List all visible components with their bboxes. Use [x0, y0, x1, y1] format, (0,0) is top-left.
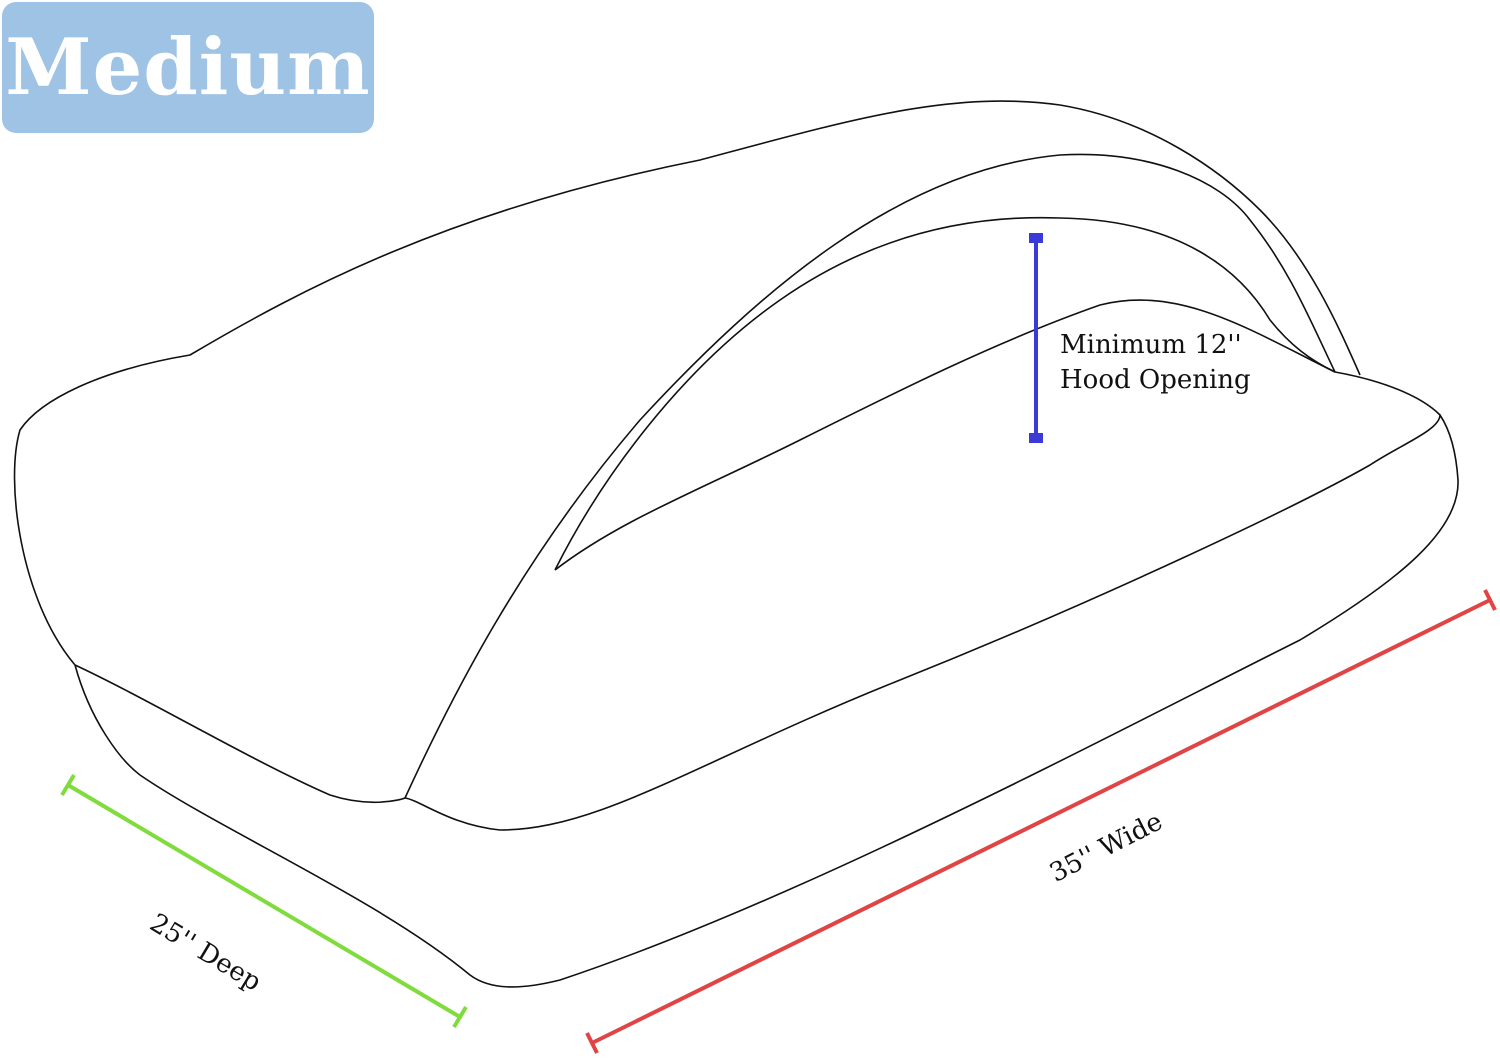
bed-left-roll: [74, 664, 406, 804]
bed-hood-arch-outer: [404, 153, 1336, 799]
bed-base: [74, 414, 1459, 988]
bed-hood-arch-inner: [554, 216, 1336, 571]
size-badge: Medium: [2, 2, 374, 133]
bed-outer-hood-outline: [13, 100, 1361, 666]
hood-opening-label: Minimum 12'' Hood Opening: [1060, 328, 1251, 398]
size-label: Medium: [5, 22, 371, 113]
depth-marker: [60, 773, 468, 1029]
hood-height-marker: [1029, 233, 1043, 443]
hood-label-line2: Hood Opening: [1060, 365, 1251, 395]
hood-label-line1: Minimum 12'': [1060, 330, 1242, 360]
bed-cushion-top: [404, 299, 1441, 831]
width-marker: [585, 589, 1497, 1054]
